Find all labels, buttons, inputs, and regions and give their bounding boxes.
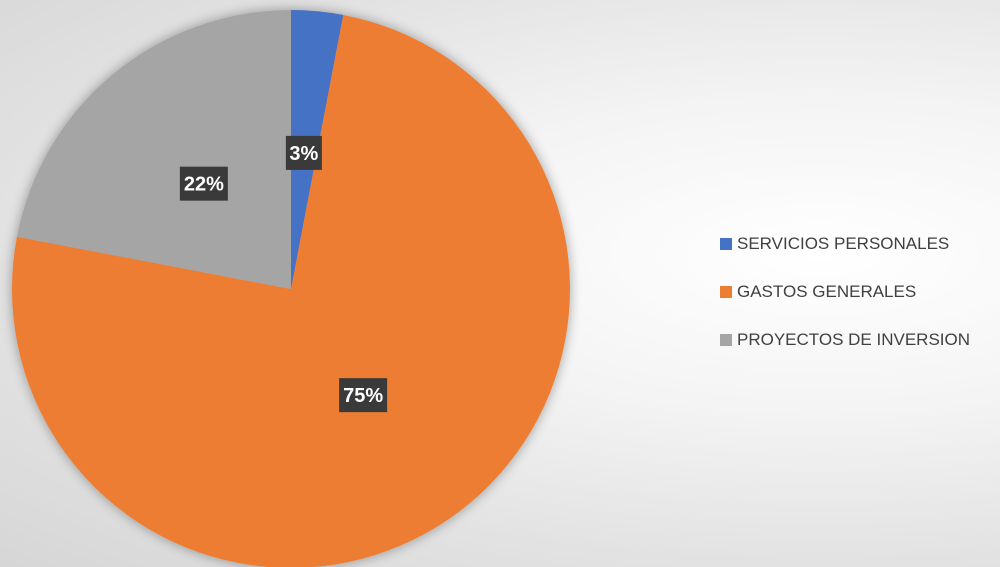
legend-item-2: GASTOS GENERALES [720, 280, 1000, 304]
data-label-bg-1 [285, 135, 322, 170]
legend-swatch-3 [720, 334, 732, 346]
data-label-text-1: 3% [289, 143, 318, 165]
legend-label-3: PROYECTOS DE INVERSION [737, 330, 971, 349]
data-label-text-2: 75% [343, 385, 383, 407]
legend-label-2: GASTOS GENERALES [737, 282, 917, 301]
legend-item-1: SERVICIOS PERSONALES [720, 232, 1000, 256]
legend-swatch-2 [720, 286, 732, 298]
legend: SERVICIOS PERSONALES GASTOS GENERALES PROY… [720, 232, 1000, 376]
data-label-text-3: 22% [184, 174, 224, 196]
legend-item-3: PROYECTOS DE INVERSION [720, 328, 1000, 352]
pie-slice-3 [16, 10, 291, 289]
data-label-2: 75% [339, 378, 388, 413]
data-label-3: 22% [179, 166, 228, 201]
pie-slice-2 [12, 14, 570, 567]
data-label-bg-2 [339, 378, 388, 413]
data-label-1: 3% [285, 135, 322, 170]
data-label-bg-3 [179, 166, 228, 201]
legend-swatch-1 [720, 238, 732, 250]
legend-label-1: SERVICIOS PERSONALES [737, 234, 950, 253]
